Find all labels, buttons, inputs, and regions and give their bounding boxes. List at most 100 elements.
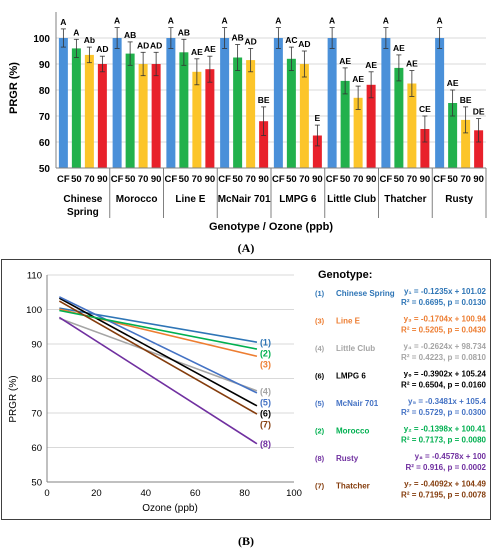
- legend-stats: R² = 0.916, p = 0.0002: [406, 463, 487, 472]
- legend-stats: R² = 0.7173, p = 0.0080: [401, 436, 486, 445]
- x-tick-label: 70: [84, 174, 95, 185]
- bar: [435, 38, 445, 168]
- bar: [340, 80, 350, 168]
- x-tick-label: 0: [44, 488, 49, 499]
- legend-stats: R² = 0.7195, p = 0.0078: [401, 491, 486, 500]
- bar: [166, 38, 176, 168]
- legend-equation: y₅ = -0.3481x + 105.4: [408, 397, 487, 406]
- bar: [259, 121, 269, 168]
- legend-equation: y₁ = -0.1235x + 101.02: [404, 287, 487, 296]
- significance-letter: AB: [231, 33, 243, 43]
- x-axis-label: Ozone (ppb): [142, 503, 198, 514]
- legend-id: (7): [315, 482, 325, 491]
- significance-letter: AD: [137, 40, 149, 50]
- x-tick-label: CF: [218, 174, 231, 185]
- bar: [112, 38, 122, 168]
- x-tick-label: 40: [141, 488, 152, 499]
- significance-letter: AE: [406, 59, 418, 69]
- x-tick-label: 90: [205, 174, 216, 185]
- significance-letter: Ab: [84, 35, 95, 45]
- significance-letter: AE: [447, 78, 459, 88]
- x-axis-label: Genotype / Ozone (ppb): [209, 221, 333, 233]
- bar: [84, 54, 94, 168]
- bar: [327, 38, 337, 168]
- regression-line: [59, 309, 258, 350]
- bar: [474, 130, 484, 168]
- panel-label-a: (A): [238, 241, 255, 255]
- y-axis-label: PRGR (%): [8, 62, 20, 114]
- x-tick-label: 90: [366, 174, 377, 185]
- x-tick-label: 50: [394, 174, 405, 185]
- bar: [366, 84, 376, 168]
- legend-name: LMPG 6: [336, 372, 366, 381]
- x-tick-label: 90: [97, 174, 108, 185]
- y-tick-label: 70: [39, 112, 51, 123]
- x-tick-label: 100: [286, 488, 302, 499]
- significance-letter: DE: [473, 107, 485, 117]
- significance-letter: AB: [124, 30, 136, 40]
- legend-equation: y₆ = -0.3902x + 105.24: [404, 370, 487, 379]
- x-tick-label: 20: [91, 488, 102, 499]
- y-tick-label: 50: [39, 164, 51, 175]
- x-tick-label: 80: [239, 488, 250, 499]
- bar: [151, 64, 161, 168]
- panel-frame: [1, 259, 491, 520]
- significance-letter: A: [114, 16, 120, 26]
- significance-letter: AD: [150, 40, 162, 50]
- significance-letter: A: [329, 16, 335, 26]
- x-tick-label: 70: [192, 174, 203, 185]
- legend-name: Chinese Spring: [336, 289, 395, 298]
- significance-letter: CE: [419, 104, 431, 114]
- group-label: Chinese: [63, 194, 102, 205]
- regression-line: [59, 307, 258, 343]
- significance-letter: E: [315, 113, 321, 123]
- regression-line: [58, 297, 258, 407]
- legend-id: (6): [315, 372, 325, 381]
- x-tick-label: 90: [473, 174, 484, 185]
- y-tick-label: 60: [31, 443, 42, 454]
- legend-stats: R² = 0.6695, p = 0.0130: [401, 298, 486, 307]
- significance-letter: BE: [258, 95, 270, 105]
- line-end-label: (8): [260, 439, 271, 449]
- y-tick-label: 50: [31, 478, 42, 489]
- x-tick-label: 50: [340, 174, 351, 185]
- panel-label-b: (B): [238, 534, 254, 548]
- y-tick-label: 80: [39, 86, 51, 97]
- x-tick-label: CF: [380, 174, 393, 185]
- legend-name: Rusty: [336, 454, 359, 463]
- legend-id: (4): [315, 344, 325, 353]
- y-tick-label: 80: [31, 374, 42, 385]
- bar: [286, 58, 296, 168]
- group-label: LMPG 6: [279, 194, 317, 205]
- legend-id: (5): [315, 399, 325, 408]
- x-tick-label: 50: [179, 174, 190, 185]
- regression-line: [59, 317, 258, 392]
- legend-stats: R² = 0.5729, p = 0.0300: [401, 408, 486, 417]
- significance-letter: AC: [285, 35, 297, 45]
- x-tick-label: 90: [151, 174, 162, 185]
- significance-letter: A: [60, 17, 66, 27]
- regression-line: [58, 300, 258, 415]
- significance-letter: AD: [96, 44, 108, 54]
- significance-letter: A: [222, 16, 228, 26]
- bar: [97, 64, 107, 168]
- significance-letter: AE: [365, 60, 377, 70]
- line-end-label: (1): [260, 338, 271, 348]
- line-end-label: (6): [260, 408, 271, 418]
- bar: [381, 38, 391, 168]
- line-end-label: (5): [260, 397, 271, 407]
- legend-id: (8): [315, 454, 325, 463]
- legend-id: (3): [315, 317, 325, 326]
- regression-panel: PRGR (%) (1)(2)(3)(4)(5)(6)(7)(8) 506070…: [1, 259, 491, 548]
- x-tick-label: 70: [353, 174, 364, 185]
- significance-letter: A: [275, 16, 281, 26]
- x-tick-label: 70: [245, 174, 256, 185]
- y-axis-label: PRGR (%): [8, 375, 19, 422]
- bar: [461, 119, 471, 168]
- y-tick-label: 90: [39, 60, 51, 71]
- bar: [220, 38, 230, 168]
- group-label: Thatcher: [384, 194, 426, 205]
- legend-id: (1): [315, 289, 325, 298]
- significance-letter: A: [437, 16, 443, 26]
- bar: [353, 97, 363, 168]
